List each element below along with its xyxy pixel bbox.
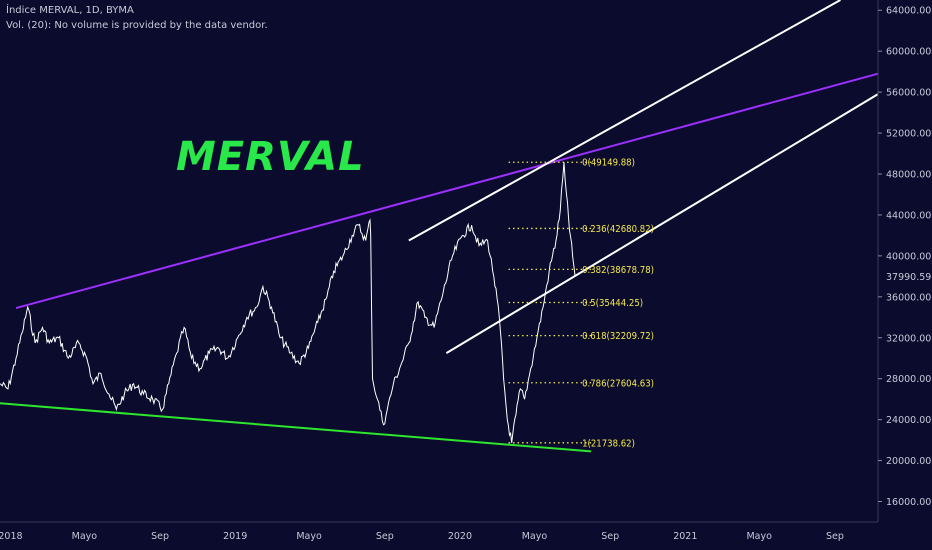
time-tick-label: Sep	[151, 531, 169, 542]
price-tick-label: 44000.00	[886, 210, 931, 221]
time-tick-label: Sep	[376, 531, 394, 542]
price-tick-label: 32000.00	[886, 333, 931, 344]
time-tick-label: Sep	[601, 531, 619, 542]
channel-lower-trendline[interactable]	[445, 93, 879, 354]
merval-watermark: MERVAL	[176, 134, 365, 180]
time-tick-label: Mayo	[296, 531, 322, 542]
price-tick-label: 36000.00	[886, 292, 931, 303]
price-tick-label: 40000.00	[886, 251, 931, 262]
last-price-label: 37990.59	[886, 272, 931, 283]
price-tick-label: 24000.00	[886, 415, 931, 426]
time-tick-label: 2019	[223, 531, 247, 542]
chart-title: Índice MERVAL, 1D, BYMA	[6, 5, 134, 16]
channel-upper-trendline[interactable]	[408, 0, 841, 242]
time-axis-bg	[0, 522, 878, 550]
upper-wedge-trendline[interactable]	[15, 72, 879, 310]
price-tick-label: 56000.00	[886, 88, 931, 99]
time-tick-label: Mayo	[746, 531, 772, 542]
fib-level-label: 0.5(35444.25)	[582, 298, 643, 309]
volume-note: Vol. (20): No volume is provided by the …	[6, 20, 268, 31]
time-axis[interactable]: 2018 Mayo Sep 2019 Mayo Sep 2020 Mayo Sep 2021 May…	[0, 521, 878, 550]
plot-area: 0(49149.88) 0.236(42680.82) 0.382(38678.78…	[0, 0, 879, 453]
time-tick-label: Mayo	[72, 531, 98, 542]
lower-wedge-trendline[interactable]	[0, 402, 592, 453]
price-axis[interactable]: 16000.00 20000.00 24000.00 28000.00 32000.00…	[877, 0, 932, 550]
fib-level-label: 0.786(27604.63)	[582, 378, 654, 389]
price-tick-label: 52000.00	[886, 129, 931, 140]
price-line	[0, 162, 576, 443]
last-price-marker	[879, 268, 932, 285]
fib-level-label: 1(21738.62)	[582, 438, 635, 449]
price-tick-label: 20000.00	[886, 456, 931, 467]
price-tick-label: 16000.00	[886, 497, 931, 508]
time-tick-label: 2018	[0, 531, 23, 542]
price-tick-label: 28000.00	[886, 374, 931, 385]
fib-level-label: 0.618(32209.72)	[582, 331, 654, 342]
time-tick-label: 2020	[448, 531, 472, 542]
fib-level-label: 0(49149.88)	[582, 158, 635, 169]
price-tick-label: 64000.00	[886, 6, 931, 17]
fib-level-label: 0.236(42680.82)	[582, 224, 654, 235]
time-tick-label: Mayo	[522, 531, 548, 542]
time-tick-label: Sep	[826, 531, 844, 542]
time-tick-label: 2021	[673, 531, 697, 542]
fib-level-label: 0.382(38678.78)	[582, 265, 654, 276]
price-tick-label: 60000.00	[886, 47, 931, 58]
price-tick-label: 48000.00	[886, 170, 931, 181]
